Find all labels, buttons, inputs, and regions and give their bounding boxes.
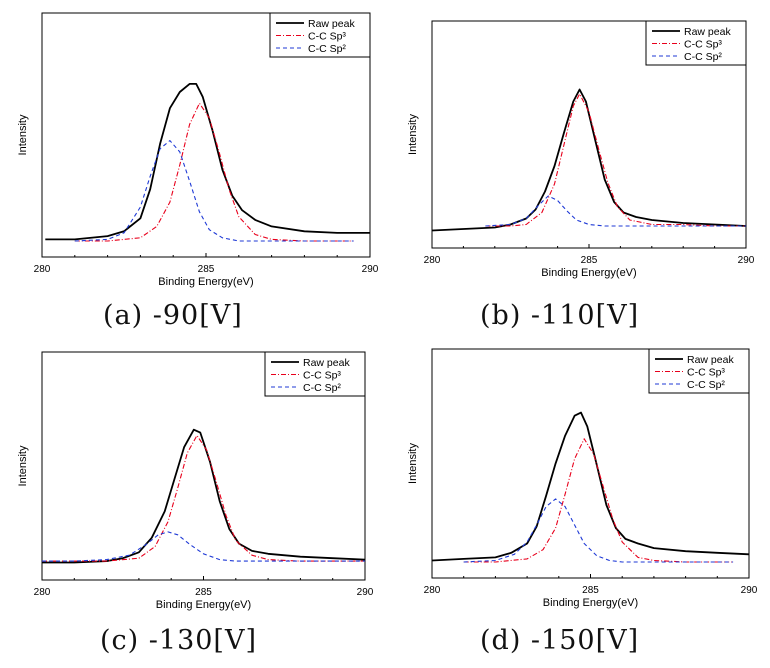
legend-label: C-C Sp²	[303, 382, 341, 394]
x-tick-label: 290	[357, 587, 374, 598]
series-line-sp3	[485, 93, 746, 227]
x-axis-label: Binding Energy(eV)	[156, 599, 251, 611]
series-line-sp2	[74, 140, 354, 242]
y-axis-label: Intensity	[407, 443, 419, 484]
series-line-raw-peak	[45, 83, 370, 241]
legend-label: Raw peak	[303, 357, 350, 369]
x-tick-label: 285	[581, 255, 598, 266]
x-axis-label: Binding Energy(eV)	[543, 597, 638, 609]
x-tick-label: 285	[582, 585, 599, 596]
chart-panel-3: 280 285 290 Binding Energy(eV) Intensity Raw …	[407, 348, 758, 609]
caption-d: (d) -150[V]	[480, 625, 640, 656]
x-tick-label: 285	[198, 264, 215, 275]
x-axis-label: Binding Energy(eV)	[158, 276, 253, 288]
legend-label: C-C Sp³	[303, 370, 341, 382]
chart-panel-2: 280 285 290 Binding Energy(eV) Intensity Raw …	[17, 351, 374, 611]
series-line-raw-peak	[42, 428, 366, 564]
legend-label: C-C Sp²	[687, 379, 725, 391]
legend-label: C-C Sp³	[687, 367, 725, 379]
y-axis-label: Intensity	[17, 445, 29, 486]
series-line-sp3	[463, 438, 734, 563]
x-tick-label: 290	[741, 585, 758, 596]
caption-c: (c) -130[V]	[100, 625, 257, 656]
legend-label: Raw peak	[308, 18, 355, 30]
x-tick-label: 280	[34, 264, 51, 275]
legend-label: C-C Sp³	[308, 31, 346, 43]
caption-a: (a) -90[V]	[103, 300, 243, 331]
x-tick-label: 290	[738, 255, 755, 266]
caption-b: (b) -110[V]	[480, 300, 640, 331]
legend-label: C-C Sp²	[308, 43, 346, 55]
series-line-sp2	[485, 195, 746, 227]
legend-label: C-C Sp²	[684, 51, 722, 63]
chart-panel-1: 280 285 290 Binding Energy(eV) Intensity Raw …	[407, 20, 755, 279]
series-line-raw-peak	[431, 411, 750, 562]
chart-panel-0: 280 285 290 Binding Energy(eV) Intensity Raw …	[17, 12, 379, 288]
series-line-sp3	[42, 434, 365, 562]
x-tick-label: 290	[362, 264, 379, 275]
legend-label: Raw peak	[684, 26, 731, 38]
series-line-sp3	[74, 102, 354, 242]
legend-label: C-C Sp³	[684, 39, 722, 51]
series-line-raw-peak	[431, 88, 747, 232]
x-tick-label: 285	[195, 587, 212, 598]
legend-label: Raw peak	[687, 354, 734, 366]
y-axis-label: Intensity	[407, 114, 419, 155]
x-tick-label: 280	[34, 587, 51, 598]
y-axis-label: Intensity	[17, 114, 29, 155]
series-line-sp2	[463, 498, 734, 563]
x-axis-label: Binding Energy(eV)	[541, 267, 636, 279]
x-tick-label: 280	[424, 585, 441, 596]
x-tick-label: 280	[424, 255, 441, 266]
